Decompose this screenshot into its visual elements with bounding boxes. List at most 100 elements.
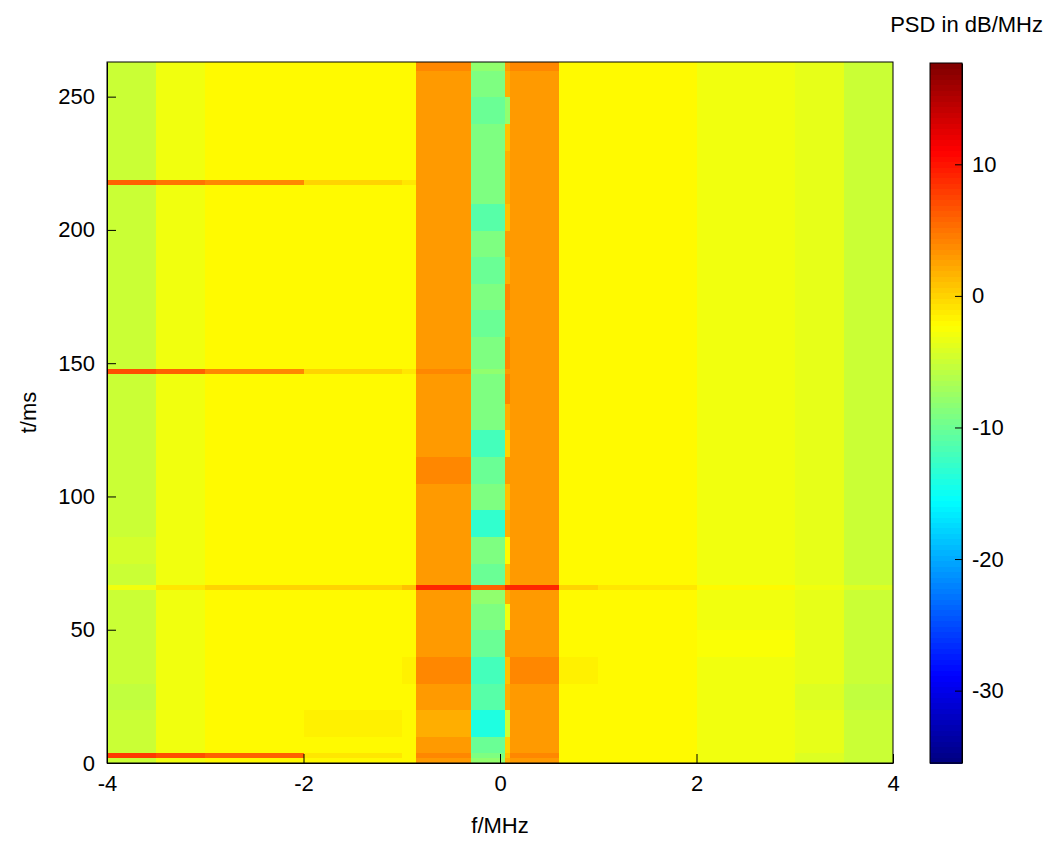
heatmap-cell: [510, 150, 560, 180]
colorbar-swatch: [930, 714, 962, 720]
heatmap-cell: [844, 369, 893, 375]
colorbar-swatch: [930, 457, 962, 463]
heatmap-cell: [416, 656, 471, 683]
colorbar-swatch: [930, 686, 962, 692]
heatmap-cell: [844, 683, 893, 710]
heatmap-cell: [471, 510, 506, 537]
colorbar-swatch: [930, 637, 962, 643]
tick-mark: [955, 427, 962, 428]
heatmap-cell: [304, 758, 403, 763]
heatmap-cell: [697, 150, 796, 180]
heatmap-cell: [304, 369, 403, 375]
heatmap-cell: [697, 97, 796, 124]
heatmap-cell: [844, 456, 893, 483]
tick-label: -2: [294, 771, 314, 796]
heatmap-cell: [598, 656, 697, 683]
heatmap-cell: [205, 203, 304, 230]
heatmap-cell: [598, 590, 697, 604]
heatmap-cell: [559, 603, 599, 630]
heatmap-cell: [402, 123, 417, 150]
heatmap-cell: [205, 603, 304, 630]
heatmap-cell: [416, 758, 471, 763]
heatmap-cell: [156, 456, 206, 483]
heatmap-cell: [304, 283, 403, 310]
tick-label: 4: [887, 771, 899, 796]
colorbar-swatch: [930, 249, 962, 255]
colorbar-swatch: [930, 495, 962, 501]
heatmap-cell: [107, 70, 157, 97]
colorbar-swatch: [930, 96, 962, 102]
colorbar-swatch: [930, 473, 962, 479]
heatmap-cell: [510, 257, 560, 284]
heatmap-cell: [402, 185, 417, 204]
heatmap-cell: [795, 283, 845, 310]
colorbar-swatch: [930, 358, 962, 364]
heatmap-cell: [510, 97, 560, 124]
heatmap-cell: [402, 656, 417, 683]
heatmap-cell: [402, 603, 417, 630]
heatmap-cell: [559, 736, 599, 753]
colorbar-swatch: [930, 490, 962, 496]
heatmap-cell: [416, 150, 471, 180]
heatmap-cell: [304, 179, 403, 185]
tick: -2: [294, 754, 314, 796]
colorbar-swatch: [930, 665, 962, 671]
heatmap-cell: [510, 123, 560, 150]
heatmap-cell: [559, 369, 599, 375]
heatmap-cell: [598, 337, 697, 370]
heatmap-cell: [844, 752, 893, 758]
heatmap-cell: [416, 97, 471, 124]
heatmap-cell: [416, 62, 471, 71]
colorbar-swatch: [930, 588, 962, 594]
heatmap-cell: [205, 752, 304, 758]
colorbar-swatch: [930, 293, 962, 299]
colorbar-swatch: [930, 462, 962, 468]
colorbar-swatch: [930, 550, 962, 556]
heatmap-cell: [107, 257, 157, 284]
heatmap-cell: [416, 70, 471, 97]
heatmap-cell: [559, 683, 599, 710]
heatmap-cell: [697, 337, 796, 370]
heatmap-cell: [402, 337, 417, 370]
heatmap-cell: [107, 630, 157, 657]
heatmap-cell: [598, 752, 697, 758]
heatmap-cell: [107, 123, 157, 150]
heatmap-cell: [598, 62, 697, 71]
heatmap-cell: [697, 710, 796, 737]
heatmap-cell: [107, 584, 157, 590]
colorbar-swatch: [930, 725, 962, 731]
colorbar-swatch: [930, 583, 962, 589]
heatmap-cell: [844, 150, 893, 180]
heatmap-cell: [795, 70, 845, 97]
heatmap-cell: [107, 563, 157, 585]
heatmap-cell: [559, 752, 599, 758]
heatmap-cell: [844, 62, 893, 71]
heatmap-cell: [205, 456, 304, 483]
heatmap-cell: [505, 536, 511, 563]
colorbar-swatch: [930, 315, 962, 321]
colorbar-swatch: [930, 511, 962, 517]
tick-mark: [697, 754, 698, 763]
heatmap-cell: [402, 683, 417, 710]
heatmap-cell: [416, 483, 471, 510]
heatmap-cells: [107, 62, 893, 763]
heatmap-cell: [505, 590, 511, 604]
colorbar-swatch: [930, 418, 962, 424]
heatmap-cell: [304, 337, 403, 370]
colorbar-swatch: [930, 648, 962, 654]
heatmap-cell: [304, 510, 403, 537]
heatmap-cell: [471, 430, 506, 457]
tick-mark: [107, 230, 116, 231]
heatmap-cell: [598, 283, 697, 310]
heatmap-cell: [844, 123, 893, 150]
colorbar-swatch: [930, 752, 962, 758]
colorbar-swatch: [930, 172, 962, 178]
heatmap-cell: [402, 483, 417, 510]
heatmap-cell: [510, 683, 560, 710]
colorbar-swatch: [930, 238, 962, 244]
heatmap-cell: [416, 630, 471, 657]
tick: 50: [71, 617, 116, 642]
heatmap-cell: [107, 430, 157, 457]
tick-mark: [304, 754, 305, 763]
heatmap-cell: [559, 630, 599, 657]
